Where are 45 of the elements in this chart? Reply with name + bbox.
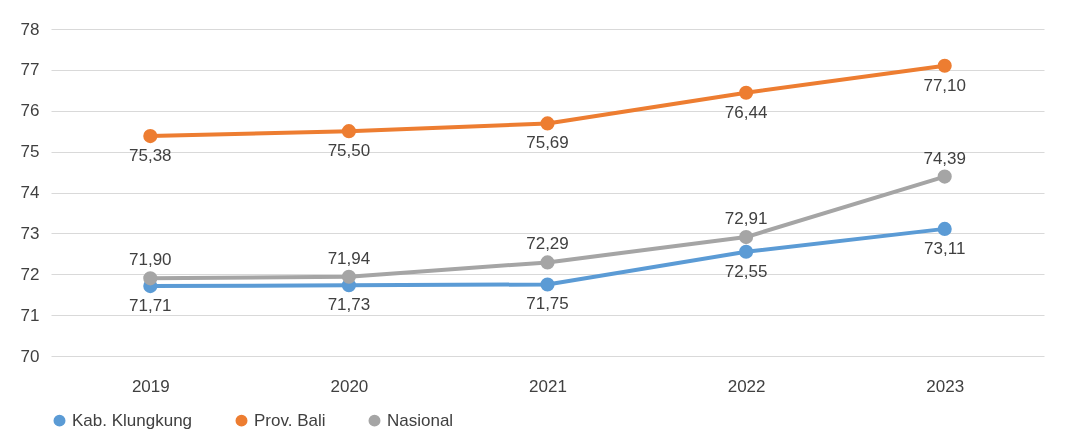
y-tick-label: 78	[20, 19, 40, 39]
y-tick-label: 73	[20, 223, 40, 243]
point	[143, 129, 158, 144]
legend-label: Prov. Bali	[254, 410, 326, 430]
point	[937, 221, 952, 236]
point	[739, 230, 754, 245]
y-tick-label: 71	[20, 305, 40, 325]
point	[739, 244, 754, 259]
data-label: 71,75	[526, 294, 569, 314]
x-tick-label: 2023	[926, 376, 965, 396]
y-tick-label: 72	[20, 264, 40, 284]
data-label: 72,55	[724, 261, 768, 281]
data-label: 72,29	[526, 234, 569, 254]
x-tick-label: 2021	[529, 376, 567, 396]
data-label: 76,44	[724, 102, 768, 122]
y-tick-label: 75	[20, 142, 40, 162]
point	[143, 271, 158, 286]
data-label: 73,11	[924, 238, 966, 258]
x-tick-label: 2022	[727, 376, 766, 396]
data-label: 71,94	[327, 248, 371, 268]
point	[937, 58, 952, 73]
x-tick-label: 2020	[330, 376, 369, 396]
data-label: 71,90	[129, 250, 172, 270]
data-label: 75,50	[327, 141, 371, 161]
point	[540, 277, 555, 292]
point	[540, 116, 555, 131]
data-label: 72,91	[724, 209, 768, 229]
point	[540, 255, 555, 270]
data-label: 71,73	[327, 295, 371, 315]
point	[739, 85, 754, 100]
y-tick-label: 77	[20, 60, 40, 80]
data-label: 75,38	[129, 146, 172, 166]
y-tick-label: 74	[20, 183, 40, 202]
point	[937, 169, 952, 184]
y-tick-label: 70	[20, 346, 40, 366]
legend-label: Kab. Klungkung	[72, 410, 193, 430]
x-tick-label: 2019	[131, 376, 170, 396]
point	[341, 269, 356, 284]
y-tick-label: 76	[20, 101, 40, 121]
data-label: 77,10	[923, 75, 966, 95]
data-label: 75,69	[526, 133, 569, 153]
data-label: 74,39	[923, 148, 966, 168]
legend-label: Nasional	[387, 410, 454, 430]
point	[341, 124, 356, 139]
data-label: 71,71	[129, 296, 172, 316]
